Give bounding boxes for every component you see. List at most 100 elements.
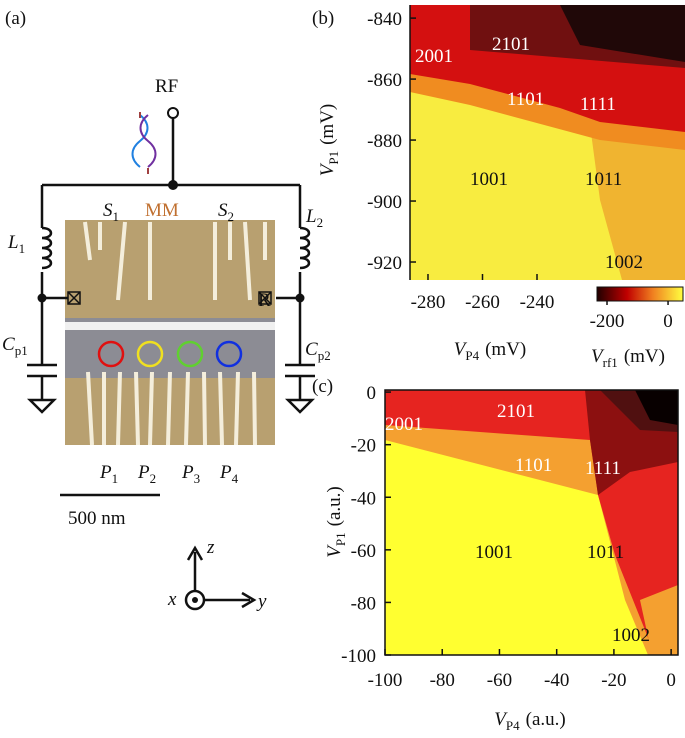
rf-label: RF [155, 76, 178, 97]
s1-label: S1 [103, 200, 119, 224]
region-label: 1101 [515, 455, 552, 476]
x-axis-label-unit: (a.u.) [526, 709, 566, 730]
gate-label: P1 [99, 462, 118, 486]
colorbar-label-main: V [591, 346, 605, 367]
cp2-label: Cp2 [305, 339, 331, 363]
gate-label: P3 [181, 462, 200, 486]
region-label: 1111 [585, 458, 621, 479]
l2-label-sub: 2 [317, 215, 324, 230]
colorbar-label-sub: rf1 [603, 355, 618, 370]
x-axis-label-unit: (mV) [485, 339, 526, 360]
gate-label-sub: 4 [232, 471, 239, 486]
colorbar [596, 286, 684, 302]
y-tick-label: 0 [367, 383, 377, 404]
s1-label-main: S [103, 200, 113, 221]
cp1-label: Cp1 [2, 334, 28, 358]
region-label: 1001 [475, 542, 513, 563]
region-label: 2001 [415, 46, 453, 67]
y-tick-label: -80 [351, 593, 376, 614]
y-tick-label: -20 [351, 436, 376, 457]
y-axis-label-main: V [324, 544, 345, 558]
x-axis-label: VP4 (a.u.) [494, 709, 565, 733]
l1-label: L1 [7, 232, 25, 256]
gate-label-main: P [99, 462, 112, 483]
x-tick-label: -60 [487, 670, 512, 691]
x-tick-label: -260 [465, 292, 500, 313]
cp2-label-sub: p2 [318, 348, 331, 363]
gate-label-sub: 1 [112, 471, 119, 486]
colorbar-tick-label: -200 [590, 311, 625, 332]
x-axis-label-sub: P4 [506, 718, 520, 733]
circuit [26, 107, 316, 611]
y-axis-label-sub: P1 [326, 151, 341, 165]
gate-label: P2 [137, 462, 156, 486]
region-label: 1011 [585, 169, 622, 190]
scale-bar-label: 500 nm [68, 508, 126, 529]
gate-label-main: P [181, 462, 194, 483]
panel-label: (b) [312, 8, 334, 29]
panel-label: (a) [5, 8, 26, 29]
region-label: 2001 [385, 414, 423, 435]
y-tick-label: -920 [367, 253, 402, 274]
l1-label-sub: 1 [19, 241, 26, 256]
y-axis-label-main: V [317, 162, 338, 176]
region-label: 1111 [580, 94, 616, 115]
region-label: 1011 [587, 542, 624, 563]
x-tick-label: -80 [430, 670, 455, 691]
region-label: 1001 [470, 169, 508, 190]
x-tick-label: 0 [666, 670, 676, 691]
x-tick-label: -240 [520, 292, 555, 313]
x-tick-label: -40 [544, 670, 569, 691]
x-tick-label: -20 [601, 670, 626, 691]
gate-label-sub: 3 [194, 471, 201, 486]
y-axis-label-unit: (a.u.) [324, 486, 345, 526]
cp1-label-main: C [2, 334, 15, 355]
gate-label-main: P [137, 462, 150, 483]
y-tick-label: -100 [341, 646, 376, 667]
x-axis-label-sub: P4 [465, 348, 479, 363]
x-axis-label-main: V [494, 709, 508, 730]
axis-x: x [167, 589, 177, 610]
axis-z: z [206, 537, 215, 558]
l1-label-main: L [7, 232, 19, 253]
y-tick-label: -60 [351, 541, 376, 562]
l2-label: L2 [305, 206, 323, 230]
cp2-label-main: C [305, 339, 318, 360]
cp1-label-sub: p1 [15, 343, 28, 358]
x-tick-label: -280 [411, 292, 446, 313]
region-label: 1002 [612, 625, 650, 646]
s2-label: S2 [218, 200, 234, 224]
region-label: 1101 [507, 89, 544, 110]
map-c [384, 389, 679, 656]
y-axis-label-unit: (mV) [317, 104, 338, 145]
gate-label: P4 [219, 462, 239, 486]
gate-label-sub: 2 [150, 471, 157, 486]
panel-label: (c) [312, 376, 333, 397]
region-label: 2101 [492, 34, 530, 55]
region-label: 2101 [497, 401, 535, 422]
l2-label-main: L [305, 206, 317, 227]
colorbar-label-unit: (mV) [624, 346, 665, 367]
s2-label-main: S [218, 200, 228, 221]
y-axis-label: VP1 (a.u.) [324, 486, 348, 557]
s1-label-sub: 1 [113, 209, 120, 224]
y-tick-label: -860 [367, 70, 402, 91]
map-b [410, 5, 685, 280]
gate-label-main: P [219, 462, 232, 483]
y-tick-label: -900 [367, 192, 402, 213]
y-tick-label: -40 [351, 488, 376, 509]
mm-label: MM [145, 200, 179, 221]
y-axis-label-sub: P1 [333, 532, 348, 546]
y-tick-label: -840 [367, 9, 402, 30]
region-label: 1002 [605, 252, 643, 273]
s2-label-sub: 2 [228, 209, 235, 224]
y-tick-label: -880 [367, 131, 402, 152]
x-axis-label: VP4 (mV) [454, 339, 527, 363]
x-axis-label-main: V [454, 339, 468, 360]
r-label: R [258, 290, 271, 311]
colorbar-label: Vrf1 (mV) [591, 346, 665, 370]
colorbar-tick-label: 0 [663, 311, 673, 332]
y-axis-label: VP1 (mV) [317, 104, 341, 177]
axis-y: y [256, 591, 267, 612]
